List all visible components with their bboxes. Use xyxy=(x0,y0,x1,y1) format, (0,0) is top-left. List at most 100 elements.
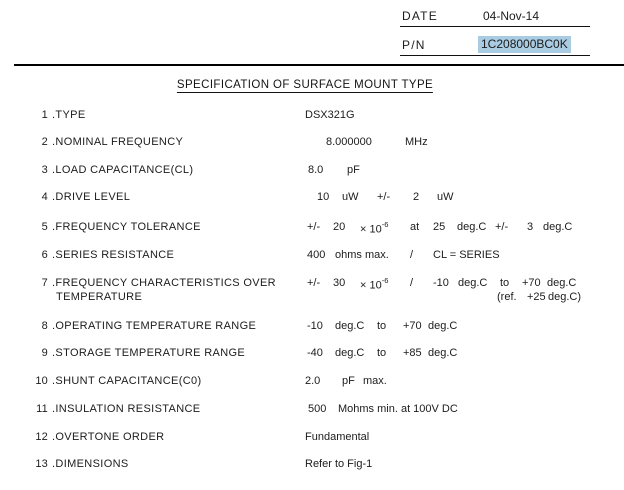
spec-row: 13 .DIMENSIONS Refer to Fig-1 xyxy=(0,458,624,472)
spec-row: 7 .FREQUENCY CHARACTERISTICS OVER TEMPERAT… xyxy=(0,276,624,303)
part-number-label: P/N xyxy=(402,38,426,52)
row-number: 12 xyxy=(35,431,48,443)
row-label: .OPERATING TEMPERATURE RANGE xyxy=(52,320,257,332)
row-value-segment: uW xyxy=(342,191,359,203)
row-value-segment: pF xyxy=(342,375,355,387)
row-number: 5 xyxy=(41,221,48,233)
row-value-segment: to xyxy=(377,320,387,332)
row-value-segment: +/- xyxy=(307,221,321,233)
exponent: -6 xyxy=(381,276,389,285)
row-value-segment: -10 xyxy=(307,320,323,332)
row-value-segment: pF xyxy=(347,164,360,176)
row-value-segment: MHz xyxy=(405,136,428,148)
row-label: .SHUNT CAPACITANCE(C0) xyxy=(52,375,202,387)
row-label: .LOAD CAPACITANCE(CL) xyxy=(52,164,194,176)
row-value-segment: 8.000000 xyxy=(326,136,372,148)
row-value-segment: (ref. xyxy=(497,291,517,303)
exponent: -6 xyxy=(381,220,389,229)
pn-underline xyxy=(400,55,590,56)
row-value-segment: Mohms min. at 100V DC xyxy=(338,403,458,415)
row-label: .INSULATION RESISTANCE xyxy=(52,403,201,415)
row-value-segment: +/- xyxy=(495,221,509,233)
row-number: 13 xyxy=(35,458,48,470)
spec-row: 5 .FREQUENCY TOLERANCE +/- 20 × 10-6 at 25 deg.… xyxy=(0,220,624,236)
row-value-segment: +25 xyxy=(527,291,546,303)
row-value-segment: deg.C xyxy=(335,320,365,332)
row-value-segment: × 10-6 xyxy=(360,220,389,236)
spec-row: 6 .SERIES RESISTANCE 400 ohms max. / CL = SER… xyxy=(0,249,624,263)
row-value-segment: max. xyxy=(363,375,387,387)
date-label: DATE xyxy=(402,9,438,23)
row-number: 7 xyxy=(41,277,48,289)
row-number: 6 xyxy=(41,249,48,261)
row-value-segment: +70 xyxy=(522,277,541,289)
row-value-segment: DSX321G xyxy=(305,109,355,121)
row-value-segment: CL = SERIES xyxy=(433,249,500,261)
row-value-segment: / xyxy=(410,249,414,261)
row-value-segment: 20 xyxy=(333,221,346,233)
spec-row: 2 .NOMINAL FREQUENCY 8.000000 MHz xyxy=(0,136,624,150)
row-number: 2 xyxy=(41,136,48,148)
header-divider-rule xyxy=(14,64,624,66)
row-value-segment: +/- xyxy=(377,191,391,203)
row-value-segment: deg.C xyxy=(428,347,458,359)
row-value-segment: +85 xyxy=(403,347,422,359)
row-value-segment: deg.C xyxy=(428,320,458,332)
spec-row: 10 .SHUNT CAPACITANCE(C0) 2.0 pF max. xyxy=(0,375,624,389)
row-value-segment: to xyxy=(377,347,387,359)
row-value-segment: +70 xyxy=(403,320,422,332)
row-value-segment: +/- xyxy=(307,277,321,289)
row-label: .FREQUENCY TOLERANCE xyxy=(52,221,201,233)
row-number: 11 xyxy=(36,403,48,415)
row-value-segment: to xyxy=(500,277,510,289)
row-value-segment: deg.C xyxy=(335,347,365,359)
row-value-segment: 2 xyxy=(413,191,420,203)
date-underline xyxy=(400,26,590,27)
row-value-segment: deg.C xyxy=(457,221,487,233)
row-number: 8 xyxy=(41,320,48,332)
row-number: 1 xyxy=(41,109,48,121)
row-value-segment: -40 xyxy=(307,347,323,359)
row-label: .NOMINAL FREQUENCY xyxy=(52,136,184,148)
row-value-segment: ohms max. xyxy=(335,249,389,261)
row-value-segment: Fundamental xyxy=(305,431,370,443)
page-title: SPECIFICATION OF SURFACE MOUNT TYPE xyxy=(176,79,434,93)
row-number: 10 xyxy=(35,375,48,387)
row-label: .FREQUENCY CHARACTERISTICS OVER xyxy=(52,277,276,289)
spec-row: 12 .OVERTONE ORDER Fundamental xyxy=(0,431,624,445)
row-value-segment: deg.C xyxy=(458,277,488,289)
row-value-segment: 2.0 xyxy=(305,375,321,387)
row-value-segment: 500 xyxy=(308,403,327,415)
spec-row: 9 .STORAGE TEMPERATURE RANGE -40 deg.C to +85… xyxy=(0,347,624,361)
row-label: .DIMENSIONS xyxy=(52,458,129,470)
row-label: .SERIES RESISTANCE xyxy=(52,249,175,261)
row-value-segment: 3 xyxy=(527,221,534,233)
row-value-segment: deg.C xyxy=(547,277,577,289)
row-value-segment: 30 xyxy=(333,277,346,289)
row-number: 9 xyxy=(41,347,48,359)
row-value-segment: at xyxy=(410,221,420,233)
row-value-segment: uW xyxy=(437,191,454,203)
spec-row: 4 .DRIVE LEVEL 10 uW +/- 2 uW xyxy=(0,191,624,205)
row-label: .DRIVE LEVEL xyxy=(52,191,131,203)
row-value-segment: 25 xyxy=(433,221,446,233)
row-value-segment: 400 xyxy=(307,249,326,261)
spec-row: 11 .INSULATION RESISTANCE 500 Mohms min. at… xyxy=(0,403,624,417)
row-number: 3 xyxy=(41,164,48,176)
row-value-segment: × 10-6 xyxy=(360,276,389,292)
row-value-segment: -10 xyxy=(433,277,449,289)
row-value-segment: deg.C xyxy=(543,221,573,233)
part-number-value[interactable]: 1C208000BC0K xyxy=(478,36,571,53)
row-label-line2: TEMPERATURE xyxy=(56,291,143,303)
row-value-segment: 8.0 xyxy=(308,164,324,176)
row-label: .OVERTONE ORDER xyxy=(52,431,165,443)
row-label: .TYPE xyxy=(52,109,86,121)
row-value-segment: 10 xyxy=(317,191,330,203)
spec-row: 1 .TYPE DSX321G xyxy=(0,109,624,123)
date-value: 04-Nov-14 xyxy=(483,9,540,23)
row-number: 4 xyxy=(41,191,48,203)
spec-row: 3 .LOAD CAPACITANCE(CL) 8.0 pF xyxy=(0,164,624,178)
row-value-segment: / xyxy=(410,277,414,289)
row-value-segment: deg.C) xyxy=(548,291,582,303)
